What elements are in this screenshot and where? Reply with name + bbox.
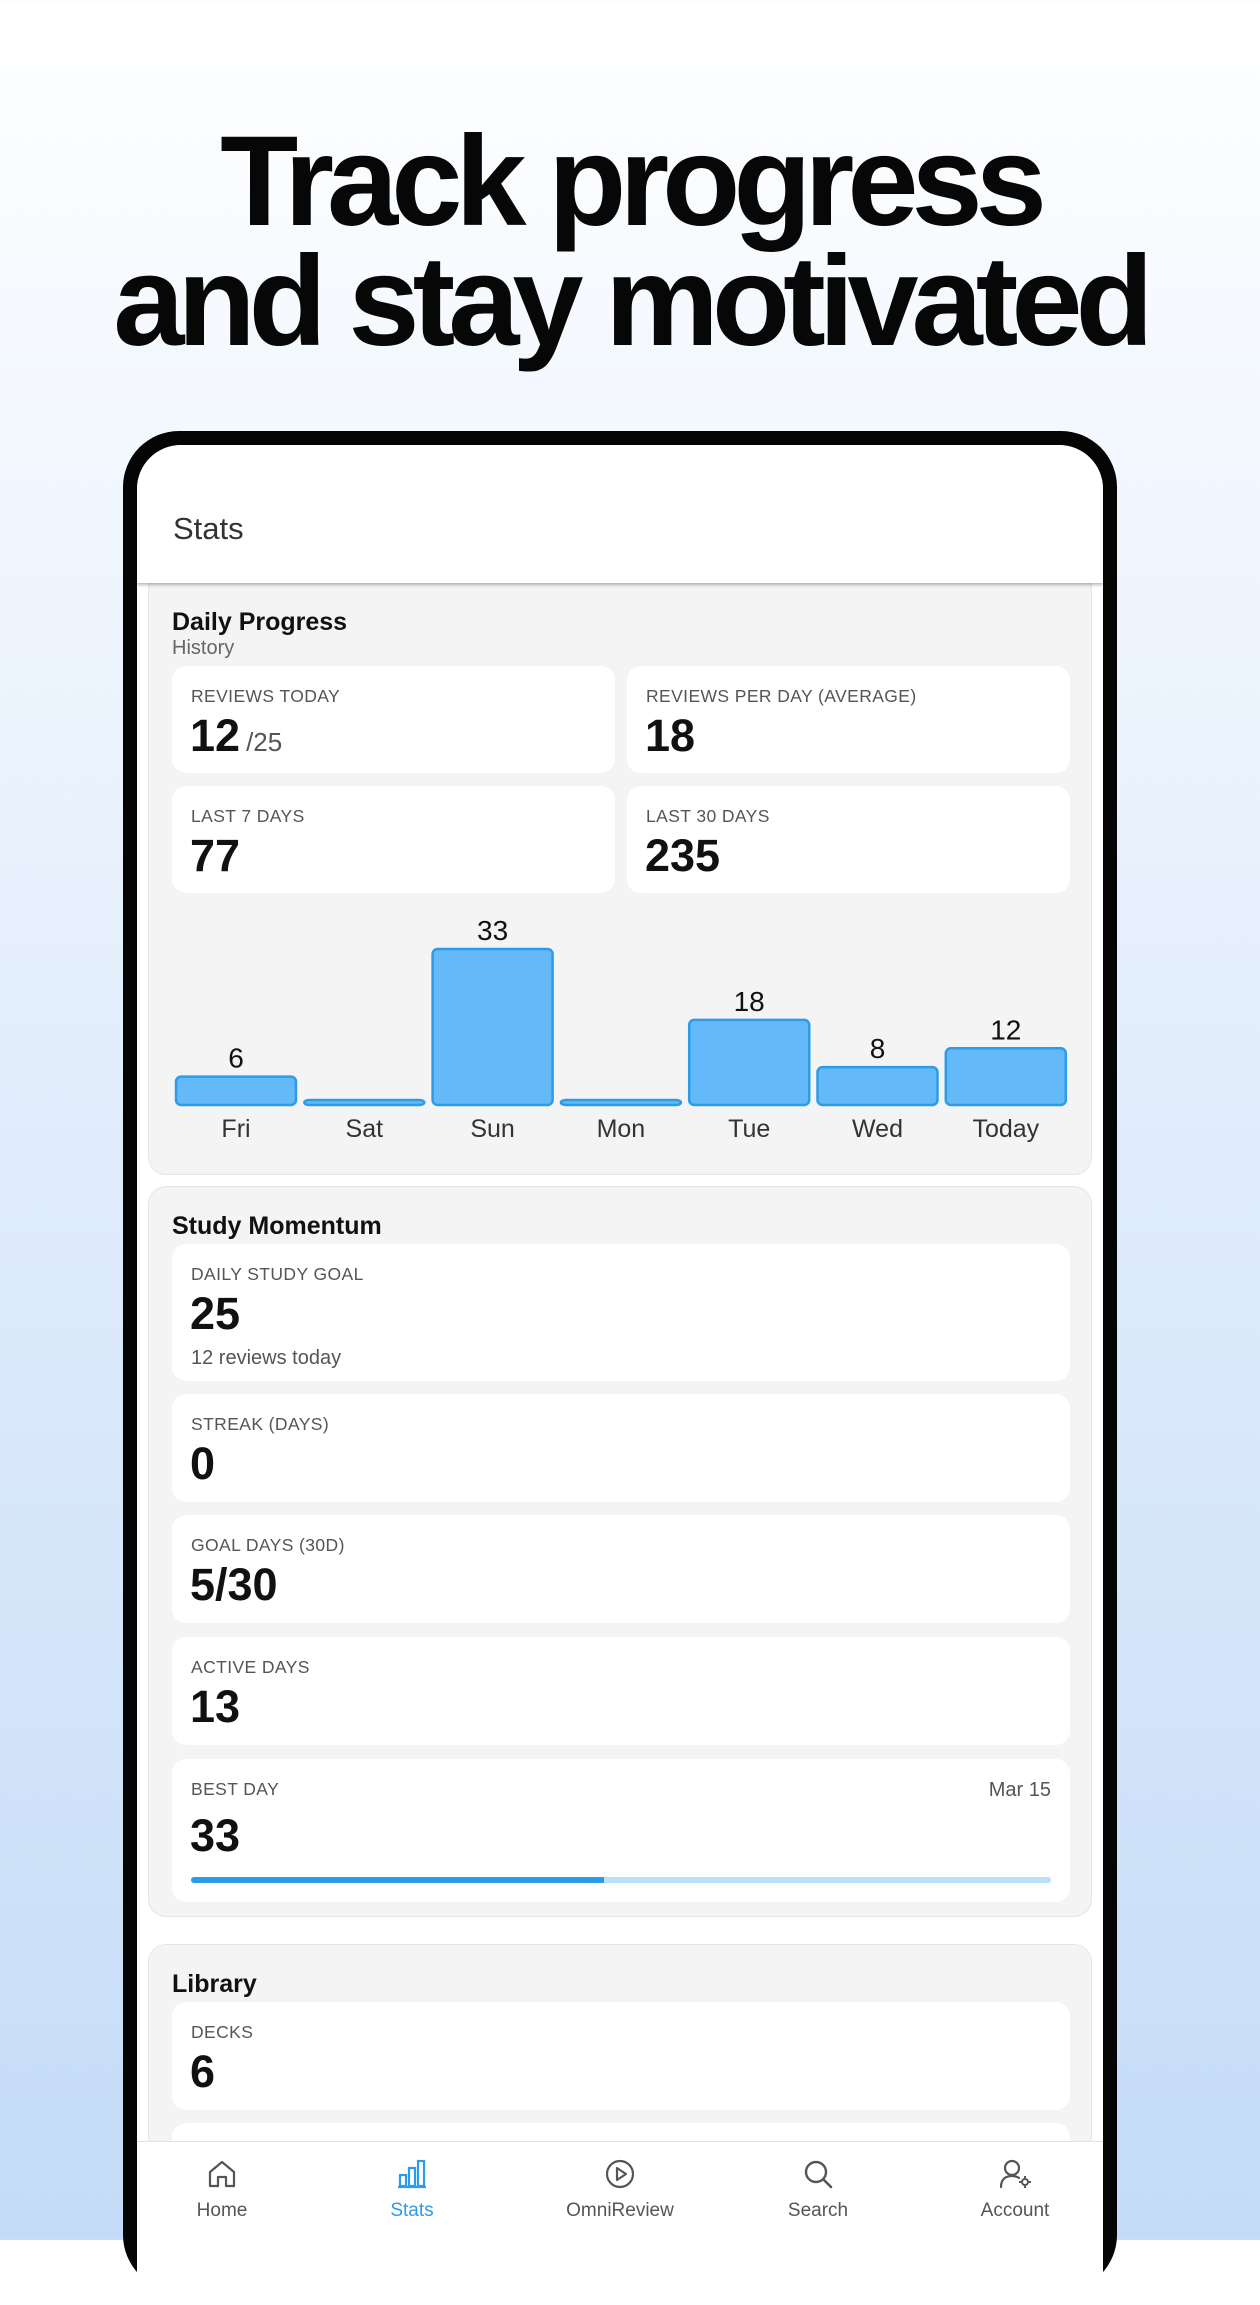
chart-category-label-mon: Mon: [597, 1115, 646, 1143]
best-day-label: BEST DAY: [191, 1779, 280, 1799]
tab-account-label: Account: [980, 2200, 1050, 2221]
goal-days-label: GOAL DAYS (30D): [191, 1535, 345, 1555]
tab-stats-label: Stats: [390, 2200, 434, 2221]
tab-home-label: Home: [196, 2200, 248, 2221]
study-momentum-title: Study Momentum: [172, 1212, 382, 1240]
chart-bar-sun: [431, 947, 554, 1107]
goal-days-card: GOAL DAYS (30D) 5/30: [172, 1515, 1070, 1623]
best-day-progress-fill: [191, 1877, 604, 1883]
daily-study-goal-card[interactable]: DAILY STUDY GOAL 25 12 reviews today: [172, 1244, 1070, 1381]
reviews-today-count: 12: [190, 710, 241, 761]
headline-line-1: Track progress: [220, 110, 1047, 253]
chart-category-label-tue: Tue: [728, 1115, 770, 1143]
chart-value-label-today: 12: [990, 1014, 1021, 1045]
active-days-card: ACTIVE DAYS 13: [172, 1637, 1070, 1745]
last-7-days-value: 77: [190, 830, 241, 881]
chart-category-label-today: Today: [972, 1115, 1039, 1143]
study-momentum-section: Study Momentum DAILY STUDY GOAL 25 12 re…: [148, 1186, 1092, 1917]
reviews-today-value: 12/25: [190, 711, 282, 767]
chart-value-label-wed: 8: [870, 1033, 886, 1064]
reviews-per-day-value: 18: [645, 710, 696, 761]
best-day-progress-track: [191, 1877, 1051, 1883]
chart-bar-tue: [687, 1018, 811, 1107]
chart-value-label-tue: 18: [734, 986, 765, 1017]
daily-progress-section: Daily Progress History REVIEWS TODAY 12/…: [148, 583, 1092, 1175]
best-day-value: 33: [190, 1810, 241, 1861]
reviews-per-day-label: REVIEWS PER DAY (AVERAGE): [646, 686, 917, 706]
chart-category-label-sun: Sun: [470, 1115, 514, 1143]
best-day-card: BEST DAY Mar 15 33: [172, 1759, 1070, 1902]
chart-bar-today: [944, 1047, 1068, 1107]
last-7-days-card: LAST 7 DAYS 77: [172, 786, 615, 893]
home-icon: [208, 2160, 236, 2188]
chart-bar-fri: [174, 1075, 298, 1107]
tab-stats[interactable]: Stats: [337, 2142, 487, 2252]
tab-omnireview-label: OmniReview: [566, 2200, 674, 2221]
stats-scroll-content[interactable]: Daily Progress History REVIEWS TODAY 12/…: [137, 583, 1103, 2141]
bottom-tab-bar: Home Stats OmniReview: [137, 2141, 1103, 2305]
chart-bar-wed: [816, 1065, 939, 1107]
library-next-card: [172, 2123, 1070, 2141]
reviews-per-day-card: REVIEWS PER DAY (AVERAGE) 18: [627, 666, 1070, 773]
decks-value: 6: [190, 2046, 216, 2097]
daily-reviews-chart: 6 Fri Sat 33 Sun Mon 18 Tue 8 Wed 12 Today: [174, 915, 1068, 1143]
chart-bar-mon: [559, 1098, 683, 1107]
headline-line-2: and stay motivated: [113, 230, 1153, 373]
daily-progress-subtitle: History: [172, 637, 235, 659]
chart-value-label-sun: 33: [477, 915, 508, 946]
search-icon: [804, 2160, 833, 2189]
active-days-label: ACTIVE DAYS: [191, 1657, 310, 1677]
chart-bar-sat: [303, 1098, 426, 1107]
streak-value: 0: [190, 1438, 216, 1489]
tab-account[interactable]: Account: [940, 2142, 1090, 2252]
library-title: Library: [172, 1970, 257, 1998]
bar-chart-icon: [398, 2159, 426, 2189]
last-7-days-label: LAST 7 DAYS: [191, 806, 305, 826]
tab-search-label: Search: [787, 2200, 849, 2221]
decks-label: DECKS: [191, 2022, 254, 2042]
last-30-days-label: LAST 30 DAYS: [646, 806, 770, 826]
app-bar: Stats: [137, 445, 1103, 583]
daily-study-goal-label: DAILY STUDY GOAL: [191, 1264, 364, 1284]
play-circle-icon: [605, 2159, 635, 2189]
daily-study-goal-value: 25: [190, 1288, 241, 1339]
tab-omnireview[interactable]: OmniReview: [545, 2142, 695, 2252]
daily-study-goal-sub: 12 reviews today: [191, 1347, 342, 1369]
account-settings-icon: [999, 2159, 1031, 2189]
chart-category-label-fri: Fri: [221, 1115, 250, 1143]
active-days-value: 13: [190, 1681, 241, 1732]
phone-frame: Stats Daily Progress History REVIEWS TOD…: [123, 431, 1117, 2305]
tab-search[interactable]: Search: [743, 2142, 893, 2252]
chart-value-label-fri: 6: [228, 1043, 244, 1074]
reviews-today-label: REVIEWS TODAY: [191, 686, 341, 706]
last-30-days-value: 235: [645, 830, 721, 881]
last-30-days-card: LAST 30 DAYS 235: [627, 786, 1070, 893]
streak-label: STREAK (DAYS): [191, 1414, 330, 1434]
chart-category-label-sat: Sat: [346, 1115, 384, 1143]
headline: Track progress and stay motivated: [0, 110, 1260, 373]
daily-progress-title: Daily Progress: [172, 608, 348, 636]
tab-home[interactable]: Home: [147, 2142, 297, 2252]
reviews-today-card: REVIEWS TODAY 12/25: [172, 666, 615, 773]
phone-screen: Stats Daily Progress History REVIEWS TOD…: [137, 445, 1103, 2305]
streak-card: STREAK (DAYS) 0: [172, 1394, 1070, 1502]
goal-days-value: 5/30: [190, 1559, 278, 1610]
reviews-today-goal: /25: [246, 727, 283, 757]
best-day-date: Mar 15: [988, 1779, 1051, 1801]
decks-card: DECKS 6: [172, 2002, 1070, 2110]
page-title: Stats: [173, 511, 244, 546]
library-section: Library DECKS 6: [148, 1944, 1092, 2141]
chart-category-label-wed: Wed: [852, 1115, 903, 1143]
